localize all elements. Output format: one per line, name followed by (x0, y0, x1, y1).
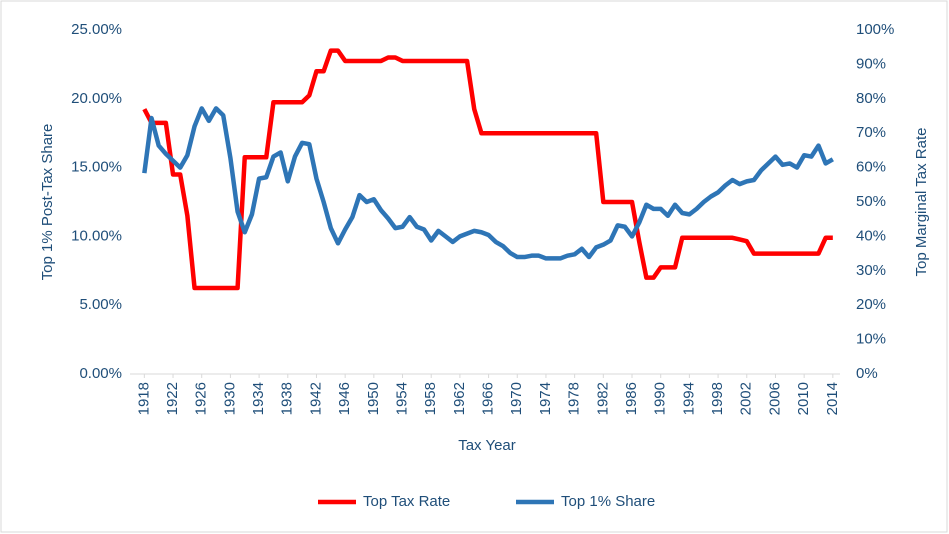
x-tick-label: 1974 (537, 382, 554, 415)
x-tick-label: 1962 (451, 382, 468, 415)
y2-tick-label: 100% (856, 21, 894, 38)
legend-label: Top Tax Rate (363, 493, 450, 510)
y-tick-label: 10.00% (71, 227, 122, 244)
y2-tick-label: 0% (856, 365, 878, 382)
y2-tick-label: 30% (856, 262, 886, 279)
x-tick-label: 1926 (193, 382, 210, 415)
x-tick-label: 1922 (164, 382, 181, 415)
x-tick-label: 2002 (738, 382, 755, 415)
y-axis-title: Top 1% Post-Tax Share (39, 124, 56, 281)
x-tick-label: 1946 (336, 382, 353, 415)
line-series (142, 106, 834, 261)
x-tick-label: 1918 (135, 382, 152, 415)
x-tick-label: 1958 (422, 382, 439, 415)
x-tick-label: 1966 (480, 382, 497, 415)
y2-tick-label: 40% (856, 227, 886, 244)
x-tick-label: 1998 (709, 382, 726, 415)
x-tick-label: 1970 (508, 382, 525, 415)
x-axis-title: Tax Year (458, 437, 516, 454)
x-tick-label: 1994 (680, 382, 697, 415)
x-tick-label: 1990 (652, 382, 669, 415)
x-tick-label: 2014 (824, 382, 841, 415)
y2-axis-title: Top Marginal Tax Rate (913, 128, 930, 277)
x-tick-label: 1982 (594, 382, 611, 415)
y2-tick-label: 50% (856, 193, 886, 210)
y-tick-label: 20.00% (71, 90, 122, 107)
legend-label: Top 1% Share (561, 493, 655, 510)
x-tick-label: 1950 (365, 382, 382, 415)
y-tick-label: 5.00% (79, 296, 122, 313)
x-tick-label: 1938 (279, 382, 296, 415)
x-tick-label: 1930 (221, 382, 238, 415)
y-tick-label: 15.00% (71, 159, 122, 176)
x-tick-label: 1934 (250, 382, 267, 415)
y-tick-label: 25.00% (71, 21, 122, 38)
x-tick-label: 2006 (766, 382, 783, 415)
y2-tick-label: 80% (856, 90, 886, 107)
y2-tick-label: 70% (856, 124, 886, 141)
x-tick-label: 2010 (795, 382, 812, 415)
y2-tick-label: 60% (856, 159, 886, 176)
x-tick-label: 1954 (393, 382, 410, 415)
y2-tick-label: 10% (856, 331, 886, 348)
y2-tick-label: 90% (856, 55, 886, 72)
x-tick-label: 1942 (307, 382, 324, 415)
y2-tick-label: 20% (856, 296, 886, 313)
x-tick-label: 1986 (623, 382, 640, 415)
line-series (142, 48, 833, 291)
x-tick-label: 1978 (566, 382, 583, 415)
y-tick-label: 0.00% (79, 365, 122, 382)
